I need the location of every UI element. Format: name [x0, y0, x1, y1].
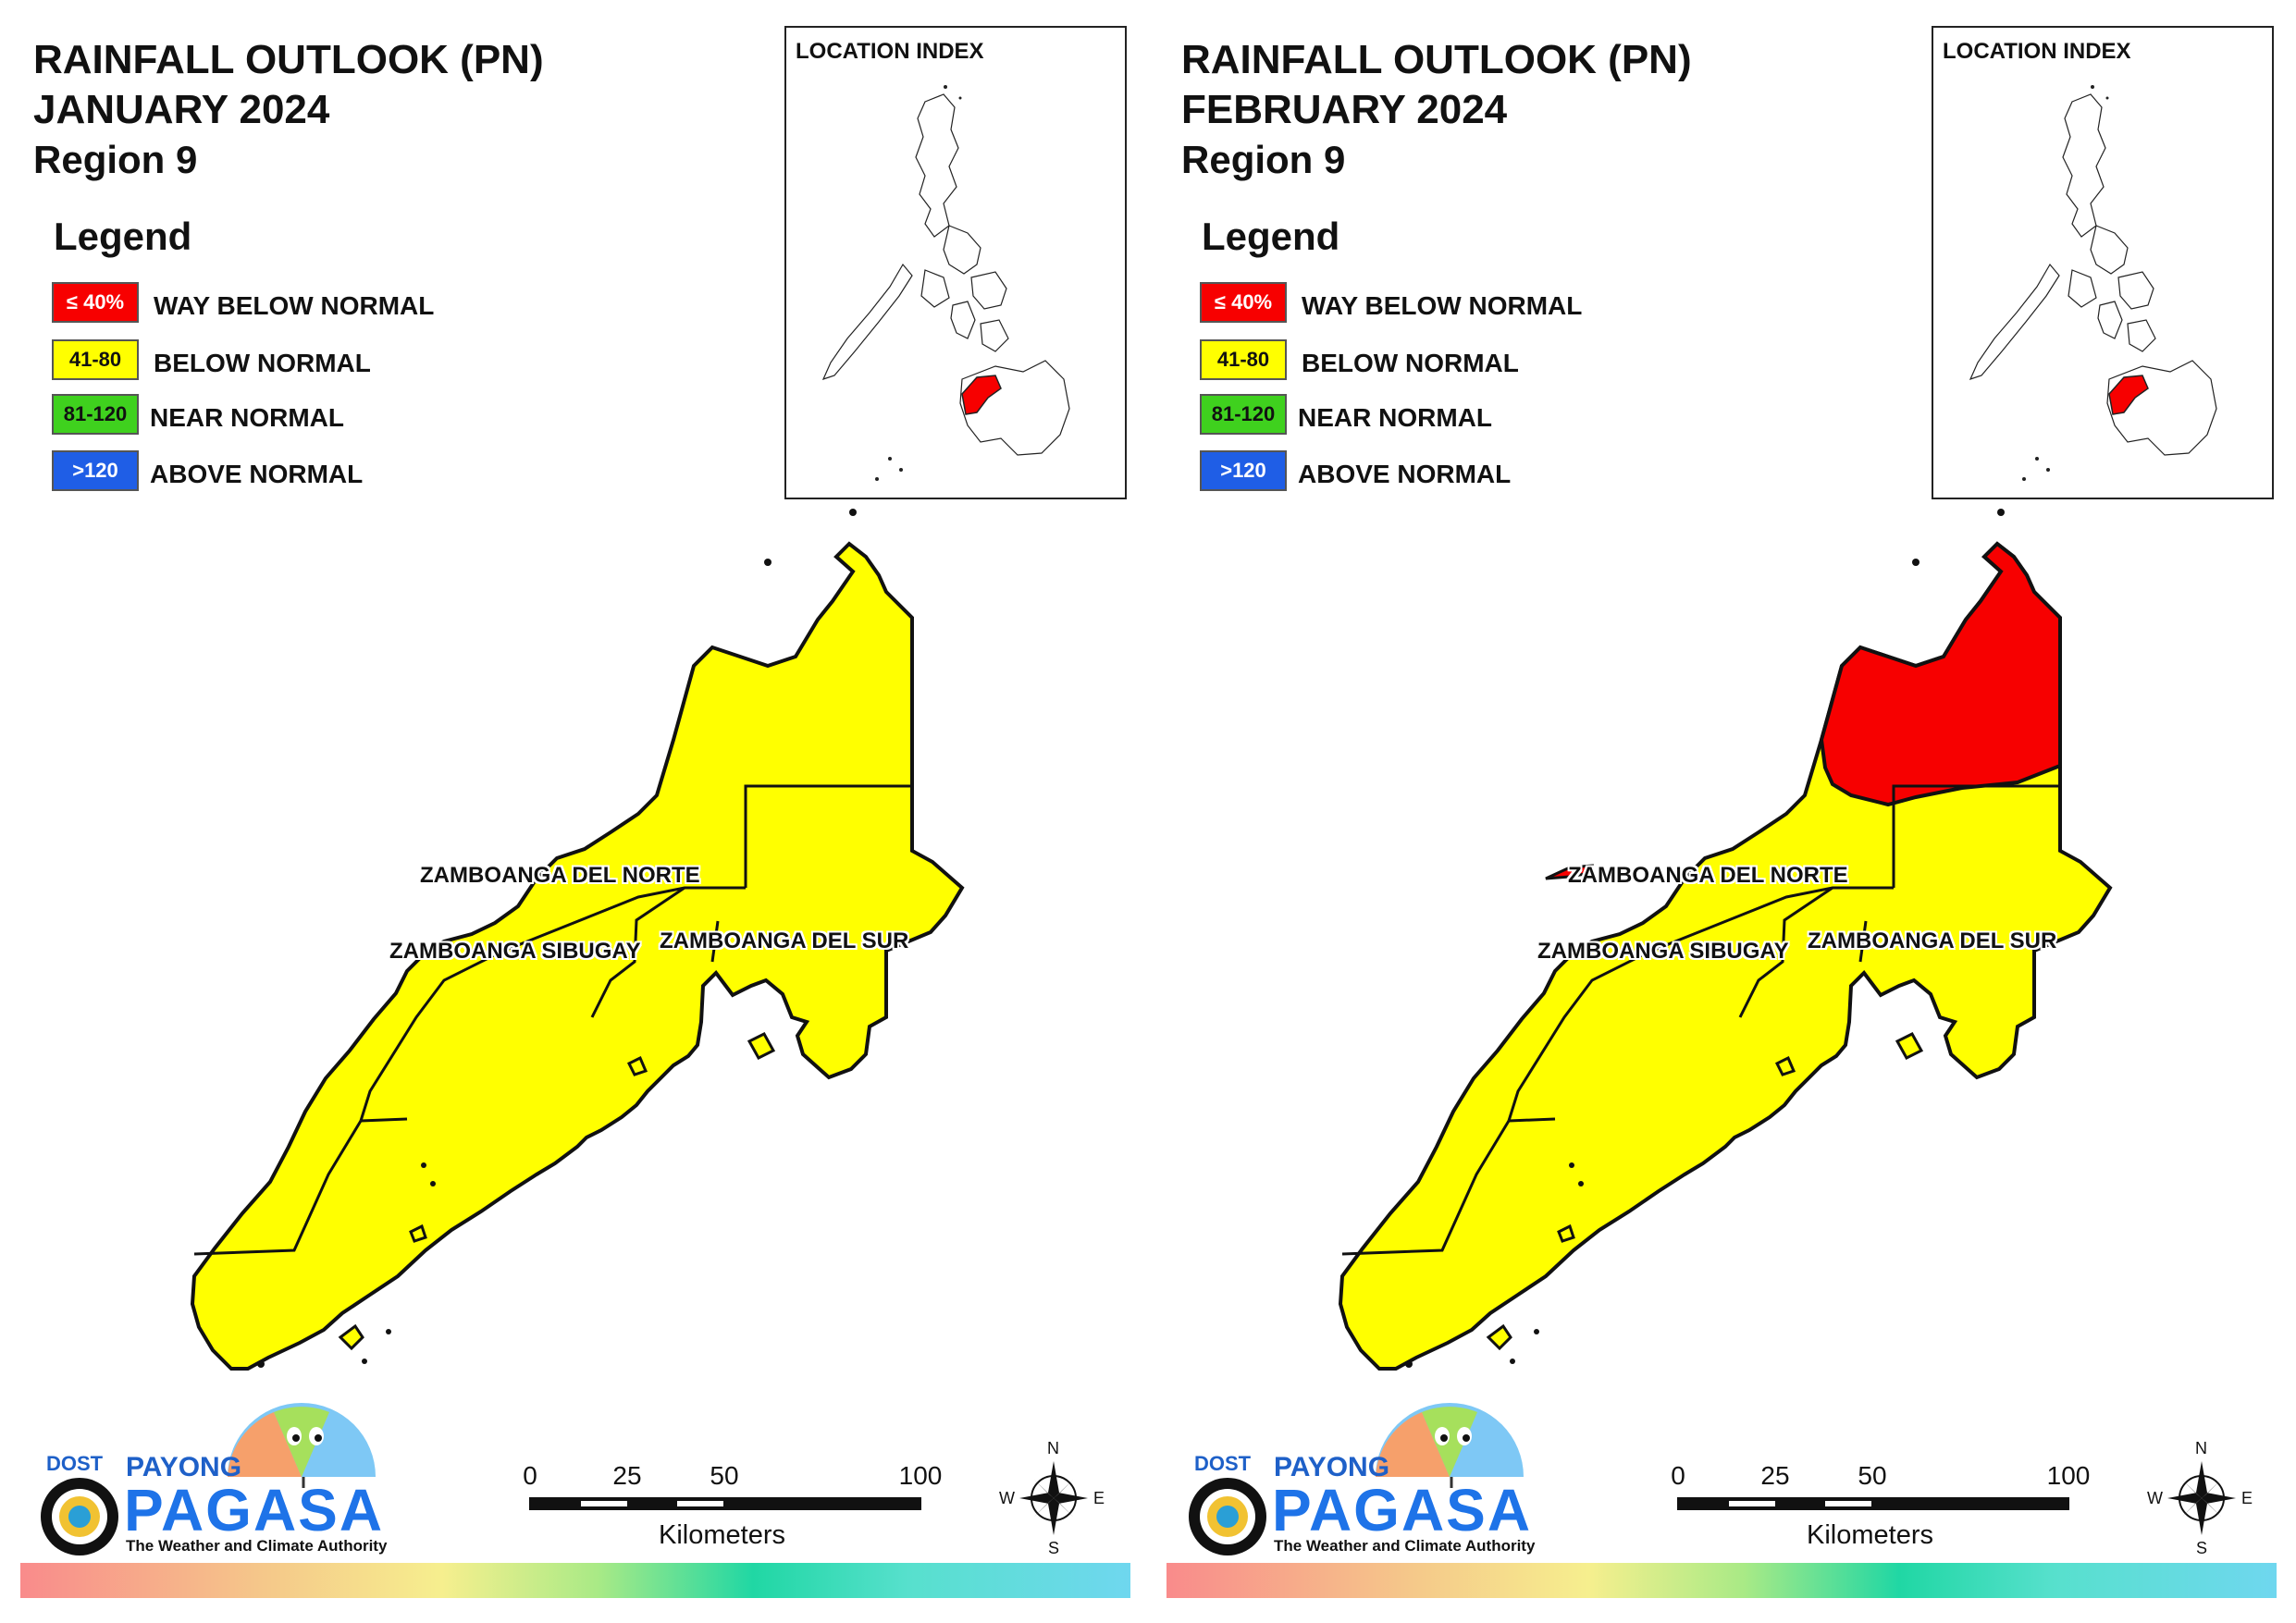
- legend-label: NEAR NORMAL: [1298, 403, 1492, 432]
- pagasa-tagline: The Weather and Climate Authority: [1274, 1537, 1536, 1555]
- pagasa-text: PAGASA: [124, 1477, 385, 1543]
- legend-swatch: 81-120: [52, 394, 139, 435]
- legend-heading: Legend: [54, 215, 192, 258]
- compass-e: E: [1093, 1489, 1105, 1507]
- title-line1: RAINFALL OUTLOOK (PN): [33, 37, 544, 82]
- philippines-outline: [1969, 85, 2217, 481]
- legend-swatch: >120: [1200, 450, 1287, 491]
- province-boundaries: [1341, 784, 2060, 1256]
- compass-s: S: [1048, 1539, 1060, 1557]
- location-index-inset: LOCATION INDEX: [784, 26, 1127, 499]
- province-label-zamboanga-del-norte: ZAMBOANGA DEL NORTE: [1568, 863, 1848, 888]
- dost-text: DOST: [1194, 1452, 1252, 1475]
- province-label-zamboanga-del-sur: ZAMBOANGA DEL SUR: [660, 928, 909, 953]
- pagasa-tagline: The Weather and Climate Authority: [126, 1537, 388, 1555]
- title-month: JANUARY 2024: [33, 87, 330, 132]
- legend-item-below-normal: 41-80 BELOW NORMAL: [52, 339, 533, 386]
- island-dots: [1405, 509, 2005, 1368]
- map-panel-february: RAINFALL OUTLOOK (PN) FEBRUARY 2024 Regi…: [1148, 0, 2296, 1623]
- location-index-title: LOCATION INDEX: [796, 39, 984, 64]
- small-islands: [338, 1032, 776, 1351]
- map-title: RAINFALL OUTLOOK (PN) JANUARY 2024 Regio…: [33, 35, 544, 185]
- island-dots: [257, 509, 857, 1368]
- location-index-title: LOCATION INDEX: [1943, 39, 2131, 64]
- legend-label: BELOW NORMAL: [154, 349, 371, 377]
- title-month: FEBRUARY 2024: [1181, 87, 1508, 132]
- compass-e: E: [2241, 1489, 2253, 1507]
- legend-item-above-normal: >120 ABOVE NORMAL: [1200, 450, 1681, 497]
- scale-tick-label: 50: [1858, 1461, 1887, 1490]
- way-below-normal-area: [1819, 541, 2062, 807]
- scale-tick-label: 0: [1671, 1461, 1685, 1490]
- region-9-map: [190, 509, 965, 1371]
- scale-bar-graphic: [529, 1497, 921, 1510]
- compass-n: N: [2195, 1439, 2207, 1457]
- footer-gradient-bar: [1167, 1563, 2277, 1598]
- scale-tick-label: 100: [2046, 1461, 2091, 1490]
- umbrella-icon: [228, 1403, 376, 1488]
- scale-unit-label: Kilometers: [659, 1520, 785, 1550]
- compass-n: N: [1047, 1439, 1059, 1457]
- scale-unit-label: Kilometers: [1807, 1520, 1933, 1550]
- scale-tick-label: 50: [710, 1461, 739, 1490]
- legend-item-above-normal: >120 ABOVE NORMAL: [52, 450, 533, 497]
- legend-label: WAY BELOW NORMAL: [1302, 291, 1583, 320]
- payong-text: PAYONG: [1274, 1452, 1390, 1482]
- legend-item-near-normal: 81-120 NEAR NORMAL: [52, 394, 533, 440]
- scale-tick-label: 25: [612, 1461, 642, 1490]
- legend-label: BELOW NORMAL: [1302, 349, 1519, 377]
- legend-item-way-below-normal: ≤ 40% WAY BELOW NORMAL: [1200, 282, 1681, 328]
- legend-label: NEAR NORMAL: [150, 403, 344, 432]
- legend-item-near-normal: 81-120 NEAR NORMAL: [1200, 394, 1681, 440]
- province-label-zamboanga-del-sur: ZAMBOANGA DEL SUR: [1808, 928, 2057, 953]
- province-label-zamboanga-sibugay: ZAMBOANGA SIBUGAY: [389, 939, 641, 964]
- compass-rose-icon: [2167, 1461, 2236, 1535]
- legend-swatch: >120: [52, 450, 139, 491]
- small-islands: [1486, 1032, 1924, 1351]
- map-panel-january: RAINFALL OUTLOOK (PN) JANUARY 2024 Regio…: [20, 26, 1130, 1598]
- legend-swatch: 81-120: [1200, 394, 1287, 435]
- legend-heading: Legend: [1202, 215, 1340, 258]
- legend-item-way-below-normal: ≤ 40% WAY BELOW NORMAL: [52, 282, 533, 328]
- scale-tick-label: 25: [1760, 1461, 1790, 1490]
- title-line1: RAINFALL OUTLOOK (PN): [1181, 37, 1692, 82]
- region-9-landmass: [190, 541, 965, 1371]
- scale-tick-label: 100: [898, 1461, 943, 1490]
- legend-label: ABOVE NORMAL: [1298, 460, 1512, 488]
- legend-swatch: 41-80: [1200, 339, 1287, 380]
- scale-bar-graphic: [1677, 1497, 2069, 1510]
- region-9-highlight: [961, 375, 1002, 415]
- philippines-outline: [821, 85, 1070, 481]
- payong-text: PAYONG: [126, 1452, 242, 1482]
- compass-w: W: [2147, 1489, 2163, 1507]
- pagasa-seal-icon: [1189, 1478, 1266, 1555]
- province-label-zamboanga-del-norte: ZAMBOANGA DEL NORTE: [420, 863, 700, 888]
- pagasa-text: PAGASA: [1272, 1477, 1533, 1543]
- legend-item-below-normal: 41-80 BELOW NORMAL: [1200, 339, 1681, 386]
- region-9-map: [1338, 509, 2113, 1371]
- title-region: Region 9: [1181, 138, 1346, 181]
- legend-label: ABOVE NORMAL: [150, 460, 364, 488]
- umbrella-icon: [1376, 1403, 1524, 1488]
- scale-tick-label: 0: [523, 1461, 537, 1490]
- region-9-highlight: [2108, 375, 2149, 415]
- title-region: Region 9: [33, 138, 198, 181]
- legend-swatch: ≤ 40%: [1200, 282, 1287, 323]
- dost-text: DOST: [46, 1452, 104, 1475]
- pagasa-seal-icon: [41, 1478, 118, 1555]
- map-title: RAINFALL OUTLOOK (PN) FEBRUARY 2024 Regi…: [1181, 35, 1692, 185]
- location-index-inset: LOCATION INDEX: [1932, 26, 2274, 499]
- footer-gradient-bar: [20, 1563, 1130, 1598]
- province-label-zamboanga-sibugay: ZAMBOANGA SIBUGAY: [1537, 939, 1789, 964]
- province-boundaries: [193, 784, 912, 1256]
- legend-swatch: 41-80: [52, 339, 139, 380]
- way-below-normal-coastal-area: [1545, 864, 1594, 880]
- legend-label: WAY BELOW NORMAL: [154, 291, 435, 320]
- compass-s: S: [2196, 1539, 2208, 1557]
- compass-rose-icon: [1019, 1461, 1088, 1535]
- legend-swatch: ≤ 40%: [52, 282, 139, 323]
- compass-w: W: [999, 1489, 1015, 1507]
